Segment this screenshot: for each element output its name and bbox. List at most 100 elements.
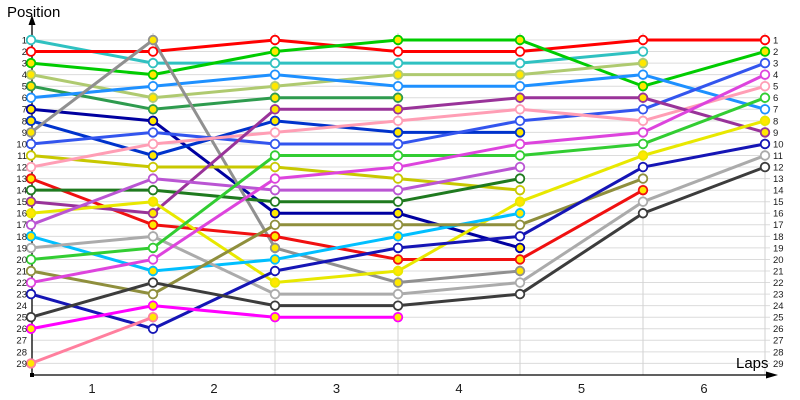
right-position-label: 7	[773, 105, 778, 116]
data-point-green-1	[637, 80, 649, 92]
data-point-red-1	[147, 46, 159, 57]
data-point-green-3	[637, 138, 649, 150]
right-position-label: 4	[773, 70, 778, 81]
data-point-magenta-2	[392, 312, 404, 323]
data-point-black	[392, 300, 404, 311]
data-point-yellow	[514, 196, 526, 207]
data-point-green-1	[269, 46, 281, 57]
data-point-green-2	[25, 80, 37, 92]
data-point-royalblue	[269, 138, 281, 150]
data-point-green-1	[514, 34, 526, 46]
data-point-navy-2	[514, 231, 526, 242]
lap-tick-label: 1	[88, 381, 95, 396]
data-point-turquoise	[392, 57, 404, 69]
data-point-violet	[147, 173, 159, 184]
data-point-pink-1	[269, 127, 281, 138]
data-point-black	[759, 161, 771, 173]
data-point-black	[514, 288, 526, 300]
data-point-yellow	[637, 150, 649, 161]
data-point-red-2	[25, 173, 37, 184]
series-line-turquoise	[29, 38, 645, 65]
lap-tick-label: 2	[210, 381, 217, 396]
data-point-darkkhaki	[514, 219, 526, 231]
data-point-red-2	[392, 254, 404, 265]
data-point-yellowgreen	[25, 69, 37, 80]
data-point-purple	[269, 104, 281, 115]
left-position-label: 11	[17, 151, 27, 162]
data-point-pink-2	[147, 312, 159, 323]
right-position-label: 24	[773, 301, 784, 312]
data-point-blue-2	[147, 150, 159, 161]
data-point-pink-1	[392, 115, 404, 127]
left-position-label: 16	[16, 209, 27, 220]
data-point-yellow	[269, 277, 281, 288]
data-point-deepskyblue	[147, 265, 159, 277]
data-point-navy-2	[147, 323, 159, 334]
data-point-deepskyblue	[392, 231, 404, 242]
lap-tick-label: 3	[333, 381, 340, 396]
data-point-pink-1	[25, 161, 37, 173]
data-point-green-3	[514, 150, 526, 161]
data-point-green-2	[269, 92, 281, 103]
data-point-darkgreen	[392, 196, 404, 207]
data-point-darkkhaki	[392, 219, 404, 231]
data-point-darkkhaki	[637, 173, 649, 184]
data-point-magenta-1	[392, 161, 404, 173]
right-position-label: 10	[773, 139, 784, 150]
data-point-yellowgreen	[269, 80, 281, 92]
right-position-label: 5	[773, 82, 778, 93]
data-point-yellow	[759, 115, 771, 127]
data-point-gray-1	[514, 265, 526, 277]
data-point-red-1	[269, 34, 281, 46]
data-point-darkkhaki	[147, 288, 159, 300]
data-point-violet	[269, 184, 281, 196]
data-point-royalblue	[514, 115, 526, 127]
data-point-green-3	[392, 150, 404, 161]
left-position-label: 28	[16, 347, 27, 358]
data-point-turquoise	[637, 46, 649, 57]
data-point-red-2	[269, 231, 281, 242]
data-point-green-1	[759, 46, 771, 57]
data-point-green-3	[147, 242, 159, 254]
data-point-pink-2	[25, 358, 37, 369]
data-point-dodgerblue	[147, 80, 159, 92]
data-point-darkyellow	[269, 161, 281, 173]
data-point-gray-2	[269, 288, 281, 300]
right-position-label: 26	[773, 324, 784, 335]
right-position-label: 3	[773, 59, 778, 70]
left-position-label: 22	[16, 278, 27, 289]
left-position-label: 4	[22, 70, 27, 81]
data-point-green-1	[392, 34, 404, 46]
left-position-label: 26	[16, 324, 27, 335]
data-point-deepskyblue	[514, 208, 526, 219]
data-point-yellow	[392, 265, 404, 277]
data-point-navy-1	[147, 115, 159, 127]
data-point-blue-2	[514, 127, 526, 138]
data-point-navy-2	[392, 242, 404, 254]
data-point-yellow	[25, 208, 37, 219]
data-point-purple	[759, 127, 771, 138]
data-point-gray-2	[147, 231, 159, 242]
left-position-label: 12	[16, 162, 27, 173]
data-point-green-3	[759, 92, 771, 103]
data-point-dodgerblue	[269, 69, 281, 80]
data-point-yellow	[147, 196, 159, 207]
data-point-magenta-2	[147, 300, 159, 311]
left-position-label: 27	[16, 336, 27, 347]
right-position-label: 16	[773, 209, 784, 220]
right-position-label: 1	[773, 35, 778, 46]
data-point-turquoise	[514, 57, 526, 69]
left-position-label: 23	[16, 290, 27, 301]
data-point-magenta-1	[147, 254, 159, 265]
left-position-label: 14	[16, 186, 27, 197]
left-position-label: 2	[22, 47, 27, 58]
right-position-label: 8	[773, 116, 778, 127]
data-point-deepskyblue	[25, 231, 37, 242]
right-position-label: 28	[773, 347, 784, 358]
data-point-magenta-1	[637, 127, 649, 138]
data-point-purple	[25, 196, 37, 207]
left-position-label: 29	[16, 359, 27, 370]
right-position-label: 20	[773, 255, 784, 266]
